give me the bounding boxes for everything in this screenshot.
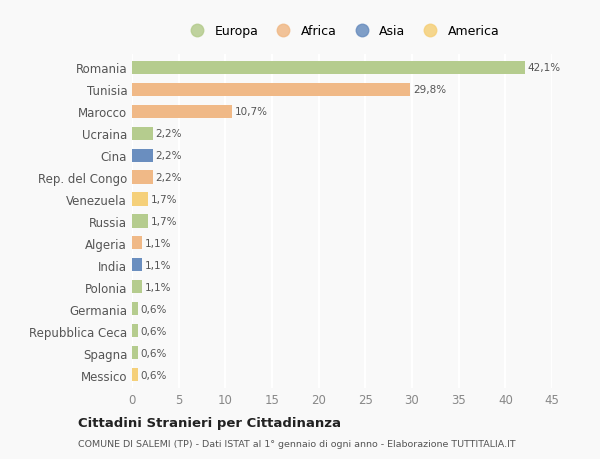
Bar	[132, 346, 137, 359]
Bar	[132, 127, 152, 140]
Bar	[132, 259, 142, 272]
Text: 2,2%: 2,2%	[155, 129, 182, 139]
Text: 1,1%: 1,1%	[145, 260, 172, 270]
Text: 0,6%: 0,6%	[140, 304, 167, 314]
Text: COMUNE DI SALEMI (TP) - Dati ISTAT al 1° gennaio di ogni anno - Elaborazione TUT: COMUNE DI SALEMI (TP) - Dati ISTAT al 1°…	[78, 439, 515, 448]
Text: 2,2%: 2,2%	[155, 173, 182, 183]
Text: 29,8%: 29,8%	[413, 85, 446, 95]
Bar	[132, 106, 232, 118]
Bar	[132, 325, 137, 337]
Bar	[132, 84, 410, 97]
Bar	[132, 302, 137, 316]
Text: 1,7%: 1,7%	[151, 195, 177, 205]
Text: 1,1%: 1,1%	[145, 238, 172, 248]
Bar	[132, 280, 142, 294]
Text: 0,6%: 0,6%	[140, 326, 167, 336]
Text: 0,6%: 0,6%	[140, 348, 167, 358]
Bar	[132, 149, 152, 162]
Bar	[132, 62, 525, 75]
Bar	[132, 215, 148, 228]
Text: 1,7%: 1,7%	[151, 217, 177, 226]
Bar	[132, 171, 152, 184]
Text: 10,7%: 10,7%	[235, 107, 268, 117]
Text: Cittadini Stranieri per Cittadinanza: Cittadini Stranieri per Cittadinanza	[78, 416, 341, 429]
Bar	[132, 237, 142, 250]
Text: 1,1%: 1,1%	[145, 282, 172, 292]
Bar	[132, 193, 148, 206]
Text: 2,2%: 2,2%	[155, 151, 182, 161]
Legend: Europa, Africa, Asia, America: Europa, Africa, Asia, America	[181, 22, 503, 42]
Text: 42,1%: 42,1%	[528, 63, 561, 73]
Text: 0,6%: 0,6%	[140, 370, 167, 380]
Bar	[132, 368, 137, 381]
